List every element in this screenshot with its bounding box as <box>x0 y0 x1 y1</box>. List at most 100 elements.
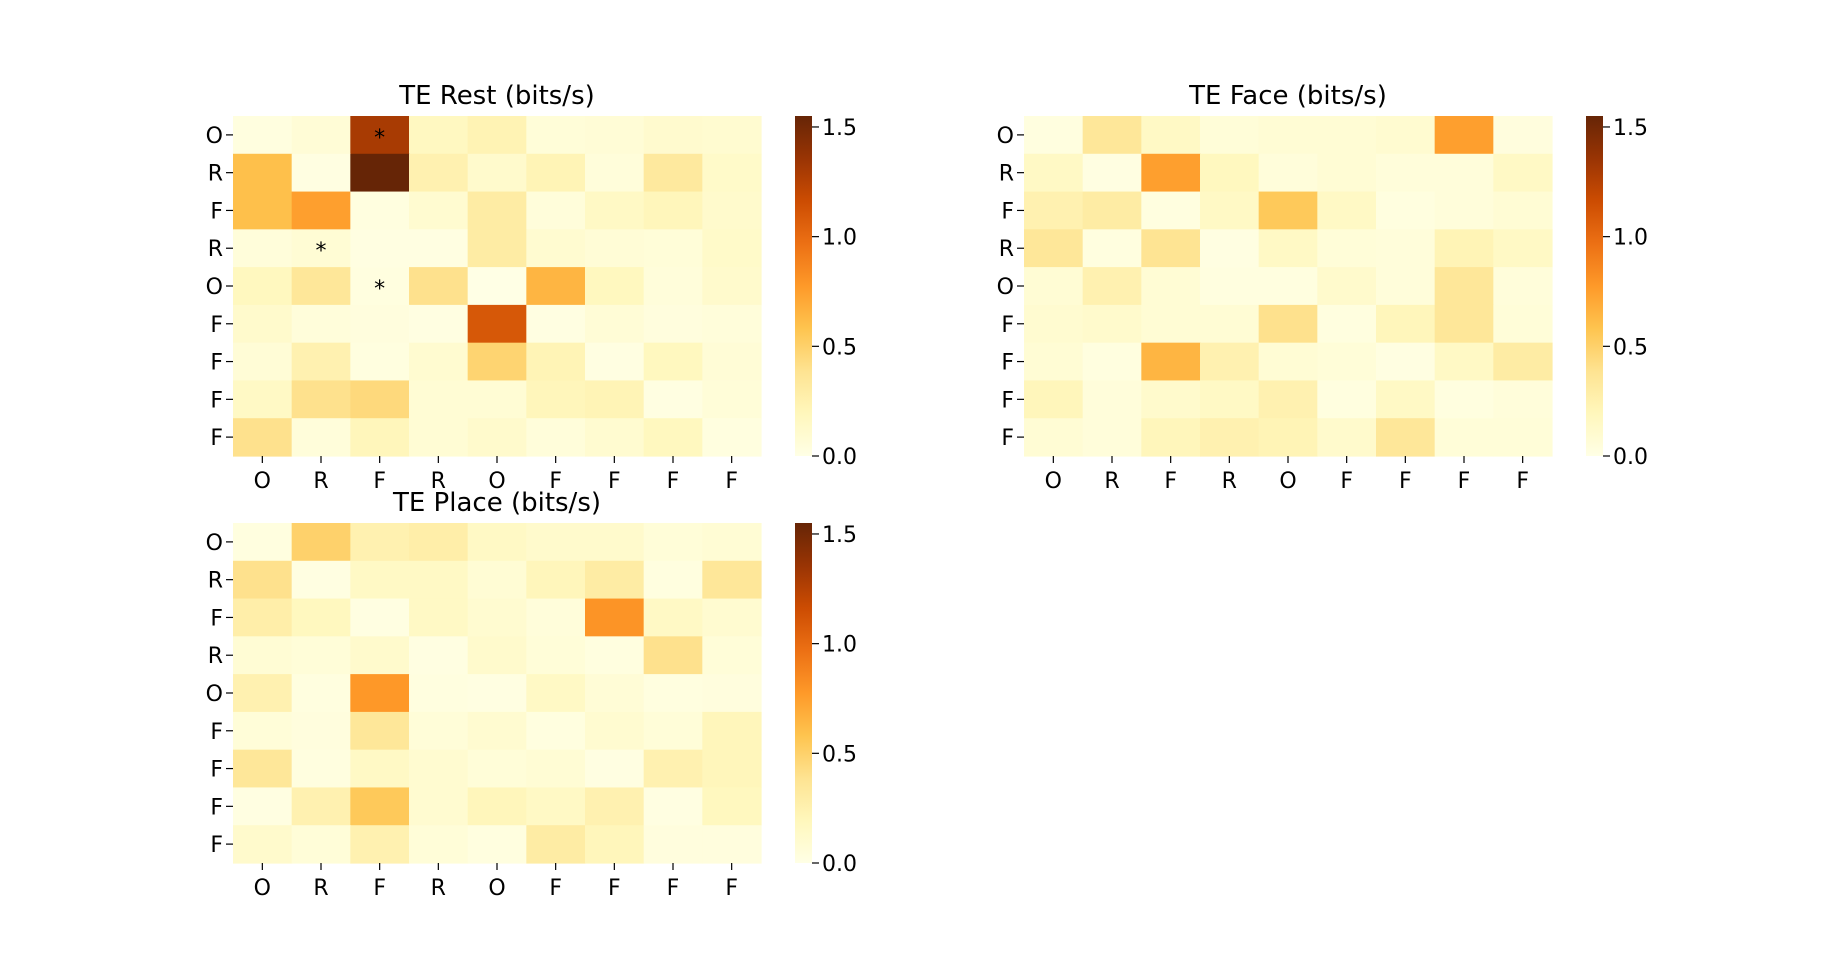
heatmap-cell <box>291 825 351 864</box>
heatmap-cell <box>1200 116 1260 155</box>
x-tick-label: F <box>725 469 738 494</box>
heatmap-cell <box>291 304 351 344</box>
heatmap-cell <box>526 523 586 562</box>
heatmap-cell <box>350 342 410 382</box>
heatmap-cell <box>350 636 410 675</box>
x-tick-label: R <box>431 876 446 901</box>
heatmap-cell <box>1317 342 1377 382</box>
x-tick-label: F <box>373 469 386 494</box>
heatmap-cell <box>643 523 703 562</box>
heatmap-cell <box>1258 380 1318 419</box>
y-tick-label: F <box>1001 388 1014 413</box>
heatmap-cell <box>409 560 469 600</box>
heatmap-cell <box>702 787 762 826</box>
heatmap-cell <box>1434 380 1494 419</box>
heatmap-cell <box>467 523 527 562</box>
heatmap-cell <box>643 711 703 751</box>
heatmap-cell <box>409 674 469 713</box>
heatmap-cell <box>1493 342 1553 382</box>
heatmap-cell <box>1082 116 1142 155</box>
heatmap-cell <box>1024 116 1084 155</box>
heatmap-cell <box>1258 116 1318 155</box>
heatmap-cell <box>233 749 293 789</box>
heatmap-cell <box>350 560 410 600</box>
heatmap-cell <box>1141 116 1201 155</box>
heatmap-cell <box>1434 342 1494 382</box>
heatmap-cell <box>1376 380 1436 419</box>
heatmap-cell <box>1493 229 1553 268</box>
heatmap-cell <box>233 229 293 268</box>
heatmap-cell <box>1434 191 1494 230</box>
heatmap-cell <box>585 598 645 637</box>
heatmap-cell <box>467 787 527 826</box>
heatmap-cell <box>467 153 527 193</box>
x-tick-label: O <box>1045 469 1062 494</box>
heatmap-cell <box>409 711 469 751</box>
y-tick-label: O <box>997 275 1014 300</box>
heatmap-cell <box>1258 342 1318 382</box>
heatmap-cell <box>1141 229 1201 268</box>
heatmap-cell <box>526 418 586 457</box>
heatmap-cell <box>350 267 410 306</box>
heatmap-cell <box>350 674 410 713</box>
heatmap-cell <box>350 825 410 864</box>
heatmap-cell <box>409 267 469 306</box>
heatmap-cell <box>233 304 293 344</box>
heatmap-cell <box>233 787 293 826</box>
x-tick-label: F <box>725 876 738 901</box>
heatmap-cell <box>291 598 351 637</box>
colorbar-tick-label: 0.0 <box>822 445 857 470</box>
chart-title: TE Face (bits/s) <box>1188 81 1387 111</box>
heatmap-cell <box>585 304 645 344</box>
heatmap-cell <box>526 787 586 826</box>
colorbar-tick-label: 1.0 <box>1613 226 1648 251</box>
heatmap-cell <box>702 711 762 751</box>
heatmap-cell <box>585 229 645 268</box>
heatmap-cell <box>1200 418 1260 457</box>
x-tick-label: R <box>1104 469 1119 494</box>
x-tick-label: R <box>313 469 328 494</box>
heatmap-cell <box>409 116 469 155</box>
heatmap-cell <box>350 711 410 751</box>
heatmap-cell <box>409 787 469 826</box>
heatmap-cell <box>526 342 586 382</box>
heatmap-cell <box>1258 229 1318 268</box>
heatmap-cell <box>1434 153 1494 193</box>
colorbar-tick-label: 1.0 <box>822 226 857 251</box>
heatmap-cell <box>350 116 410 155</box>
heatmap-cell <box>233 560 293 600</box>
heatmap-cell <box>643 267 703 306</box>
y-tick-label: F <box>210 833 223 858</box>
heatmap-cell <box>1141 191 1201 230</box>
heatmap-cell <box>1493 116 1553 155</box>
heatmap-cell <box>1024 153 1084 193</box>
x-tick-label: F <box>1458 469 1471 494</box>
x-tick-label: F <box>549 876 562 901</box>
heatmap-cell <box>467 380 527 419</box>
x-tick-label: F <box>667 469 680 494</box>
heatmap-cell <box>1200 342 1260 382</box>
heatmap-cell <box>526 749 586 789</box>
x-tick-label: R <box>313 876 328 901</box>
heatmap-cell <box>1024 304 1084 344</box>
y-tick-label: F <box>210 426 223 451</box>
chart-title: TE Place (bits/s) <box>392 488 601 518</box>
heatmap-cell <box>1317 191 1377 230</box>
heatmap-cell <box>1493 380 1553 419</box>
heatmap-cell <box>409 749 469 789</box>
heatmap-cell <box>585 636 645 675</box>
heatmap-cell <box>350 787 410 826</box>
y-tick-label: O <box>206 124 223 149</box>
heatmap-cell <box>467 560 527 600</box>
heatmap-cell <box>1317 229 1377 268</box>
colorbar-tick-label: 0.0 <box>1613 445 1648 470</box>
heatmap-cell <box>643 636 703 675</box>
heatmap-cell <box>643 825 703 864</box>
heatmap-cell <box>1258 191 1318 230</box>
heatmap-cell <box>467 749 527 789</box>
y-tick-label: F <box>1001 426 1014 451</box>
